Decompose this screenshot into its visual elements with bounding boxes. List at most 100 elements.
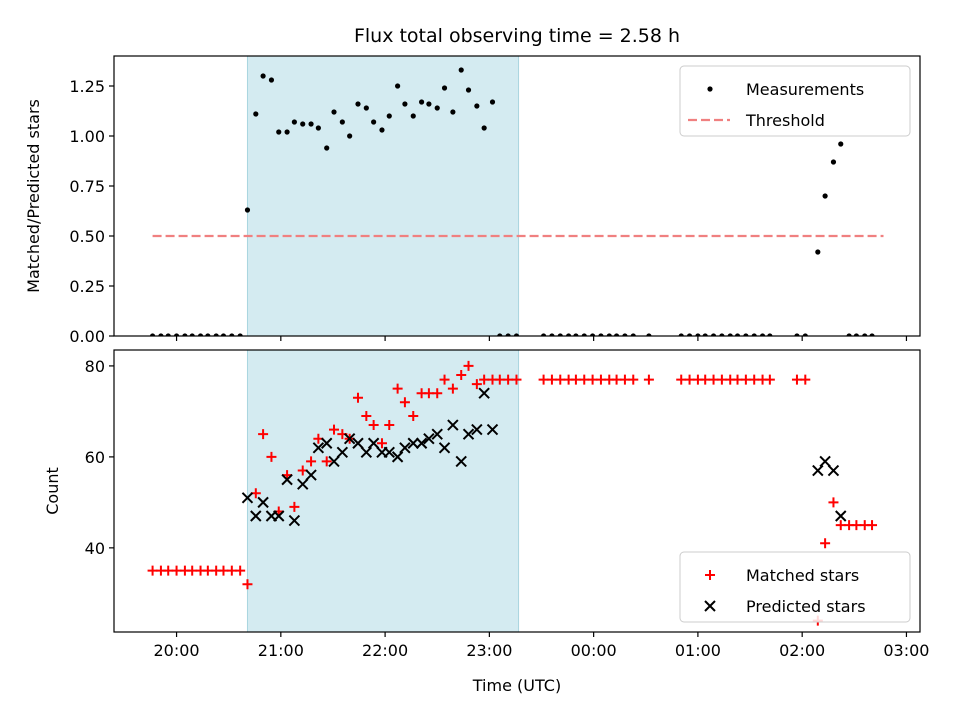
legend-box	[679, 551, 911, 623]
legend-box	[679, 65, 911, 137]
predicted-star-point	[360, 446, 373, 459]
y-axis-label: Matched/Predicted stars	[24, 99, 43, 293]
predicted-star-point	[447, 419, 459, 431]
measurement-point	[434, 105, 440, 111]
measurement-point	[229, 333, 235, 336]
x-tick-label: 20:00	[154, 641, 200, 660]
matched-star-point	[732, 374, 743, 385]
axes-frame	[113, 55, 921, 337]
measurement-point	[418, 99, 425, 105]
measurement-point	[606, 333, 612, 336]
measurement-point	[253, 111, 259, 117]
plot-area	[147, 350, 878, 632]
matched-star-point	[538, 374, 549, 385]
matched-star-point	[570, 374, 581, 385]
matched-star-point	[791, 374, 802, 385]
matched-star-point	[242, 579, 253, 590]
measurement-point	[402, 101, 408, 107]
measurement-point	[646, 333, 652, 336]
measurement-point	[719, 333, 725, 336]
measurement-point	[497, 333, 503, 336]
legend-label: Measurements	[746, 80, 864, 99]
x-tick-label: 00:00	[571, 641, 617, 660]
measurement-point	[794, 333, 800, 336]
matched-star-point	[764, 374, 775, 385]
measurement-point	[465, 87, 472, 93]
x-tick-label: 23:00	[466, 641, 512, 660]
matched-star-point	[611, 374, 622, 385]
measurement-point	[276, 129, 282, 135]
legend: Measurements Threshold	[679, 65, 911, 137]
legend-marker	[705, 570, 715, 580]
measurement-point	[395, 83, 401, 89]
predicted-star-point	[305, 469, 317, 481]
legend-marker	[707, 86, 713, 92]
measurement-point	[727, 333, 733, 336]
measurement-point	[268, 77, 275, 83]
measurement-point	[308, 121, 314, 127]
predicted-star-point	[383, 446, 395, 459]
measurement-point	[220, 333, 227, 336]
predicted-star-point	[471, 423, 483, 436]
predicted-star-point	[438, 442, 451, 454]
measurement-point	[767, 333, 773, 336]
x-tick-label: 02:00	[779, 641, 825, 660]
measurement-point	[573, 333, 579, 336]
y-tick-label: 0.75	[69, 177, 105, 196]
legend: Matched stars Predicted stars	[679, 551, 911, 623]
legend-label: Predicted stars	[746, 597, 866, 616]
matched-star-point	[676, 374, 687, 385]
predicted-star-point	[455, 455, 467, 468]
matched-star-point	[851, 520, 862, 531]
predicted-star-point	[343, 432, 356, 445]
measurement-point	[158, 333, 164, 336]
matched-star-point	[716, 374, 727, 385]
predicted-star-point	[431, 428, 443, 440]
x-tick-label: 21:00	[258, 641, 304, 660]
measurement-point	[853, 333, 859, 336]
y-tick-label: 0.50	[69, 227, 105, 246]
predicted-star-point	[812, 464, 824, 477]
matched-star-point	[867, 520, 878, 531]
shaded-region	[246, 56, 520, 336]
matched-star-point	[202, 565, 213, 576]
measurement-point	[830, 159, 837, 165]
matched-star-point	[361, 410, 372, 421]
measurement-point	[363, 105, 369, 111]
matched-star-point	[471, 379, 482, 390]
matched-star-point	[628, 374, 639, 385]
matched-star-point	[587, 374, 598, 385]
measurement-point	[426, 101, 432, 107]
legend-label: Matched stars	[746, 566, 859, 585]
measurement-point	[441, 85, 448, 91]
legend-label: Threshold	[745, 111, 825, 130]
matched-star-point	[479, 374, 490, 385]
measurement-point	[743, 333, 749, 336]
predicted-star-point	[478, 387, 490, 399]
measurement-point	[489, 99, 496, 105]
measurement-point	[751, 333, 757, 336]
matched-star-point	[376, 438, 387, 449]
matched-star-point	[643, 374, 654, 385]
predicted-star-point	[827, 464, 840, 477]
axes-frame	[113, 349, 921, 633]
top-panel: 0.00 0.25 0.50 0.75 1.00 1.25 Matched/Predicte…	[24, 55, 921, 346]
plot-area	[149, 56, 884, 336]
predicted-star-point	[415, 437, 428, 449]
measurement-point	[802, 333, 808, 336]
predicted-star-point	[399, 442, 411, 454]
measurement-point	[458, 67, 464, 73]
matched-star-point	[218, 565, 229, 576]
matched-star-point	[147, 565, 158, 576]
measurement-point	[630, 333, 636, 336]
matched-star-point	[456, 370, 467, 381]
matched-star-point	[511, 374, 522, 385]
legend-marker	[704, 600, 716, 612]
measurement-point	[505, 333, 511, 336]
measurement-point	[540, 333, 547, 336]
matched-star-point	[289, 501, 300, 512]
shaded-region	[246, 350, 520, 632]
measurement-point	[686, 333, 693, 336]
predicted-star-point	[281, 473, 293, 486]
matched-star-point	[399, 397, 410, 408]
